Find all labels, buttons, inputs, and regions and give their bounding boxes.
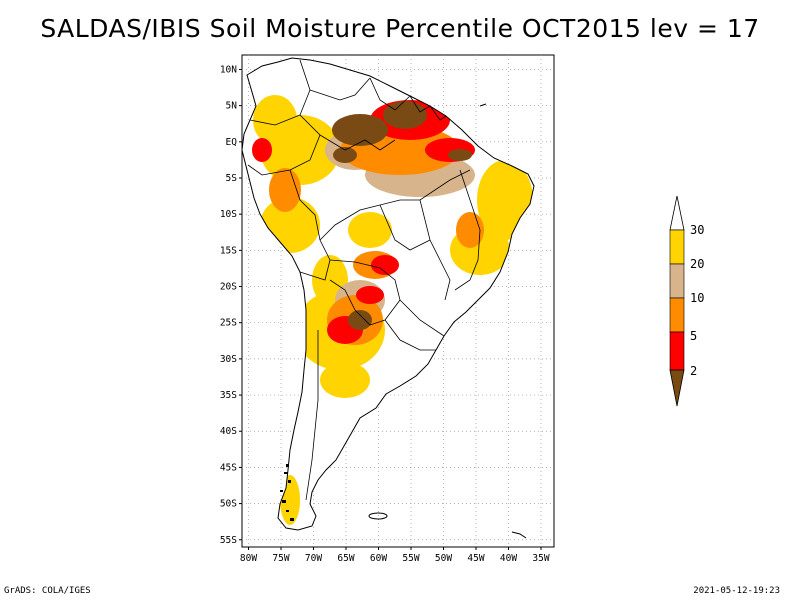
shade-brown-south	[348, 310, 372, 330]
shade-brown-amazon-3	[333, 147, 357, 163]
shade-brown-amazon-1	[332, 114, 388, 146]
lat-label: 40S	[220, 426, 237, 437]
colorbar-label-20: 20	[690, 257, 704, 271]
lat-label: 5S	[226, 173, 238, 184]
lat-label: 10S	[220, 209, 237, 220]
islands	[368, 103, 527, 539]
lon-label: 60W	[370, 553, 387, 564]
lat-label: 35S	[220, 390, 237, 401]
lat-label: 55S	[220, 535, 237, 546]
country-borders	[247, 59, 481, 501]
latitude-labels: 10N 5N EQ 5S 10S 15S 20S 25S 30S 35S 40S 45S 50S 55S	[220, 64, 242, 546]
lat-label: 5N	[226, 101, 238, 112]
colorbar-bottom-triangle	[669, 369, 685, 407]
colorbar-label-30: 30	[690, 223, 704, 237]
lat-label: 15S	[220, 245, 237, 256]
lon-label: 35W	[532, 553, 549, 564]
lon-label: 40W	[500, 553, 517, 564]
footer-credit: GrADS: COLA/IGES	[4, 586, 91, 596]
colorbar-label-5: 5	[690, 329, 697, 343]
chile-coast-detail	[280, 464, 294, 521]
colorbar-label-2: 2	[690, 364, 697, 378]
shade-brown-amazon-2	[383, 101, 427, 129]
shade-red-paraguay	[356, 286, 384, 304]
shade-red-center	[371, 255, 399, 275]
shade-red-west	[252, 138, 272, 162]
lon-label: 65W	[337, 553, 354, 564]
lat-label: 10N	[220, 64, 237, 75]
colorbar-label-10: 10	[690, 291, 704, 305]
lon-label: 55W	[402, 553, 419, 564]
shade-yellow-center	[348, 212, 392, 248]
shade-yellow-northwest	[253, 95, 297, 145]
lat-label: 25S	[220, 318, 237, 329]
lat-label: 30S	[220, 354, 237, 365]
lat-label: 45S	[220, 462, 237, 473]
colorbar: 30 20 10 5 2	[669, 195, 704, 407]
colorbar-top-triangle	[669, 195, 685, 231]
lat-label: EQ	[226, 137, 238, 148]
shade-orange-west	[269, 168, 301, 212]
lon-label: 45W	[467, 553, 484, 564]
longitude-labels: 80W 75W 70W 65W 60W 55W 50W 45W 40W 35W	[240, 547, 550, 564]
colorbar-swatch-yellow	[669, 229, 685, 265]
lon-label: 80W	[240, 553, 257, 564]
lat-label: 20S	[220, 282, 237, 293]
colorbar-swatch-orange	[669, 297, 685, 333]
colorbar-swatch-red	[669, 331, 685, 371]
footer-timestamp: 2021-05-12-19:23	[693, 586, 780, 596]
shade-brown-amazon-4	[448, 149, 472, 161]
lat-label: 50S	[220, 499, 237, 510]
shade-yellow-argentina	[320, 362, 370, 398]
lon-label: 70W	[305, 553, 322, 564]
continent-coastline	[241, 57, 535, 531]
lon-label: 75W	[272, 553, 289, 564]
lon-label: 50W	[435, 553, 452, 564]
colorbar-swatch-tan	[669, 263, 685, 299]
map-title: SALDAS/IBIS Soil Moisture Percentile OCT…	[40, 14, 760, 43]
percentile-shading	[252, 95, 533, 525]
